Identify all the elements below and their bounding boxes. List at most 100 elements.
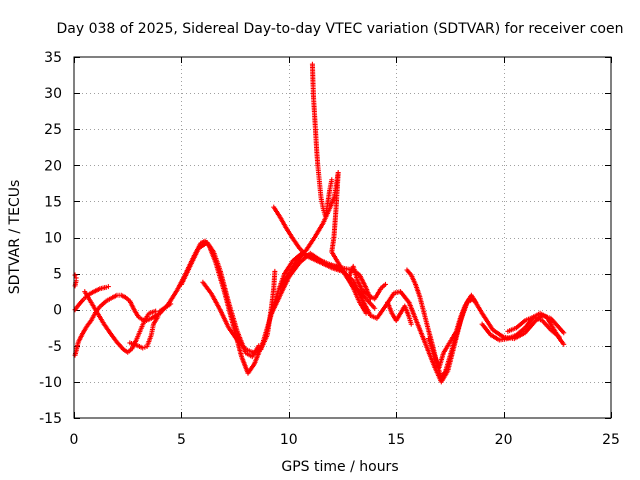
data-markers [315, 164, 322, 177]
data-markers [507, 333, 518, 341]
x-tick-label: 0 [70, 432, 79, 448]
data-markers [491, 328, 505, 339]
series-track-e [127, 301, 174, 351]
data-markers [369, 313, 378, 321]
series-track-spike [309, 61, 335, 219]
data-markers [458, 305, 467, 318]
data-markers [317, 257, 329, 267]
data-markers [415, 323, 429, 347]
data-markers [441, 341, 452, 354]
data-markers [126, 347, 134, 354]
data-markers [278, 272, 291, 290]
data-markers [489, 333, 501, 342]
data-markers [72, 341, 81, 357]
y-tick-labels: -15 -10 -5 0 5 10 15 20 25 30 35 [39, 50, 62, 427]
data-markers [407, 301, 420, 326]
data-markers [259, 334, 270, 351]
data-markers [309, 63, 316, 80]
data-markers [399, 290, 411, 304]
data-markers [513, 331, 527, 341]
data-markers [311, 95, 317, 116]
series-track-d [72, 272, 79, 289]
data-markers [454, 316, 463, 333]
data-markers [316, 175, 323, 188]
data-markers [417, 295, 427, 315]
chart-title: Day 038 of 2025, Sidereal Day-to-day VTE… [57, 21, 624, 37]
data-markers [83, 290, 93, 304]
data-markers [72, 280, 79, 287]
data-markers [448, 330, 458, 344]
data-markers [163, 302, 172, 310]
data-markers [439, 370, 448, 380]
data-markers [507, 325, 518, 334]
x-tick-label: 5 [177, 432, 186, 448]
y-tick-label: 20 [44, 158, 62, 174]
data-markers [90, 289, 97, 295]
data-markers [128, 340, 138, 348]
series-track-p [505, 314, 562, 340]
data-markers [278, 276, 291, 297]
x-tick-label: 10 [280, 432, 298, 448]
data-markers [143, 312, 151, 321]
data-markers [85, 319, 93, 328]
data-markers [317, 186, 324, 199]
data-markers [424, 344, 437, 369]
data-markers [380, 283, 387, 290]
x-tick-label: 15 [387, 432, 405, 448]
data-markers [155, 310, 162, 318]
data-markers [515, 326, 527, 337]
data-markers [402, 305, 411, 318]
data-markers [244, 351, 254, 359]
data-markers [269, 287, 277, 307]
data-markers [287, 259, 299, 275]
data-markers [524, 315, 535, 323]
data-markers [135, 343, 144, 350]
data-markers [327, 179, 334, 192]
data-point [72, 272, 78, 278]
series-track-j [269, 250, 369, 316]
data-markers [407, 316, 414, 325]
data-markers [226, 301, 240, 333]
data-markers [480, 322, 493, 337]
data-markers [151, 315, 160, 326]
data-markers [246, 362, 257, 375]
data-markers [437, 352, 446, 369]
y-tick-label: -15 [39, 411, 62, 427]
data-markers [80, 325, 89, 335]
data-markers [426, 329, 435, 347]
data-markers [351, 265, 360, 282]
data-markers [76, 299, 85, 307]
data-markers [287, 261, 302, 279]
data-markers [469, 294, 478, 304]
data-series [72, 61, 567, 385]
data-markers [134, 329, 143, 341]
data-markers [358, 290, 368, 301]
data-markers [295, 249, 308, 262]
data-markers [132, 308, 141, 318]
y-tick-label: 0 [53, 303, 62, 319]
data-markers [218, 308, 231, 329]
x-axis-label: GPS time / hours [281, 459, 398, 475]
data-markers [331, 207, 339, 239]
data-markers [227, 326, 239, 342]
data-markers [375, 304, 388, 320]
data-markers [312, 113, 319, 134]
data-markers [239, 355, 250, 375]
data-markers [313, 131, 320, 152]
data-markers [199, 239, 207, 246]
y-tick-label: 30 [44, 86, 62, 102]
x-tick-labels: 0 5 10 15 20 25 [70, 432, 620, 448]
data-markers [463, 297, 471, 308]
data-markers [98, 299, 108, 309]
data-markers [351, 287, 362, 304]
data-markers [142, 344, 148, 350]
data-markers [539, 311, 548, 319]
data-markers [269, 294, 282, 315]
series-track-l [385, 299, 414, 327]
data-markers [265, 305, 274, 336]
data-markers [94, 286, 101, 293]
data-markers [89, 301, 100, 315]
data-markers [385, 301, 394, 315]
data-markers [304, 236, 317, 252]
